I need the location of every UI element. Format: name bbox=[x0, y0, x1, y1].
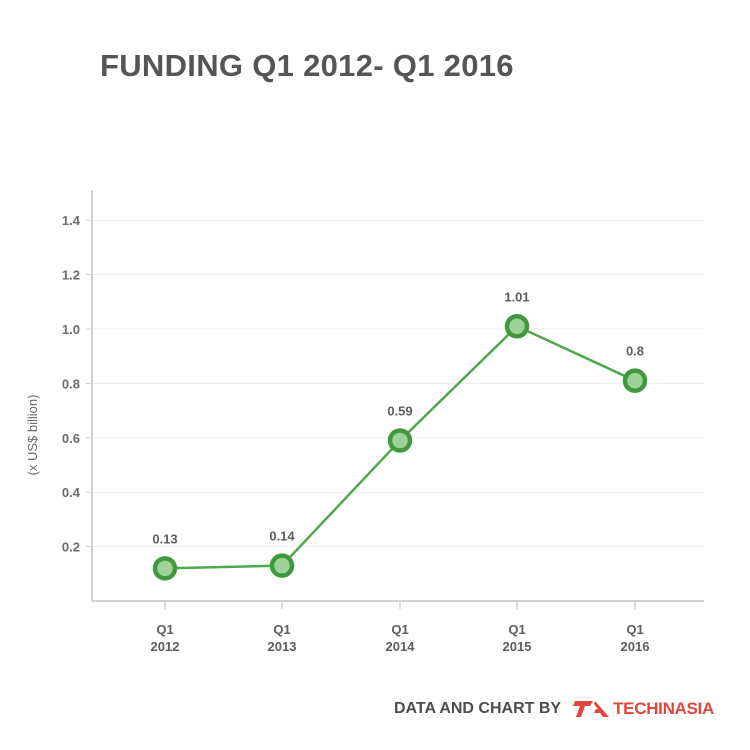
data-point[interactable] bbox=[152, 556, 178, 581]
x-tick-label-year: 2016 bbox=[621, 639, 650, 654]
x-tick-label-year: 2012 bbox=[151, 639, 180, 654]
data-label: 0.59 bbox=[387, 404, 412, 419]
gridlines bbox=[86, 219, 704, 548]
data-label: 1.01 bbox=[504, 289, 529, 304]
axes bbox=[91, 190, 704, 602]
brand-name: TECHINASIA bbox=[613, 699, 714, 718]
footer-credit-text: DATA AND CHART BY bbox=[394, 700, 562, 717]
y-tick-label: 0.6 bbox=[62, 431, 80, 446]
data-point[interactable] bbox=[387, 428, 413, 453]
x-tick-label-quarter: Q1 bbox=[626, 622, 643, 637]
y-tick-label: 0.2 bbox=[62, 540, 80, 555]
x-tick-labels: Q1 2012 Q1 2013 Q1 2014 Q1 2015 Q1 2016 bbox=[151, 601, 650, 654]
data-label: 0.8 bbox=[626, 344, 644, 359]
x-tick-label-quarter: Q1 bbox=[273, 622, 290, 637]
x-tick-label-quarter: Q1 bbox=[508, 622, 525, 637]
y-tick-label: 0.4 bbox=[62, 485, 81, 500]
x-tick-label-year: 2015 bbox=[503, 639, 532, 654]
data-point[interactable] bbox=[504, 314, 530, 339]
y-axis-title: (x US$ billion) bbox=[25, 395, 40, 476]
footer-credit: DATA AND CHART BY TECHINASIA bbox=[394, 697, 714, 721]
y-tick-label: 0.8 bbox=[62, 376, 80, 391]
y-tick-label: 1.4 bbox=[62, 213, 81, 228]
brand-mark-icon bbox=[573, 701, 610, 717]
data-label: 0.14 bbox=[269, 529, 295, 544]
y-tick-labels: 0.2 0.4 0.6 0.8 1.0 1.2 1.4 bbox=[62, 213, 81, 554]
x-tick-label-quarter: Q1 bbox=[391, 622, 408, 637]
data-point[interactable] bbox=[269, 553, 295, 578]
y-tick-label: 1.0 bbox=[62, 322, 80, 337]
x-tick-label-year: 2013 bbox=[268, 639, 297, 654]
data-point[interactable] bbox=[622, 368, 648, 393]
y-tick-label: 1.2 bbox=[62, 268, 80, 283]
series-line-group bbox=[152, 314, 648, 581]
data-label: 0.13 bbox=[152, 531, 177, 546]
brand-logo[interactable]: TECHINASIA bbox=[573, 697, 714, 721]
x-tick-label-year: 2014 bbox=[386, 639, 416, 654]
chart-title: FUNDING Q1 2012- Q1 2016 bbox=[100, 48, 514, 83]
data-labels: 0.13 0.14 0.59 1.01 0.8 bbox=[152, 289, 644, 546]
x-tick-label-quarter: Q1 bbox=[156, 622, 173, 637]
